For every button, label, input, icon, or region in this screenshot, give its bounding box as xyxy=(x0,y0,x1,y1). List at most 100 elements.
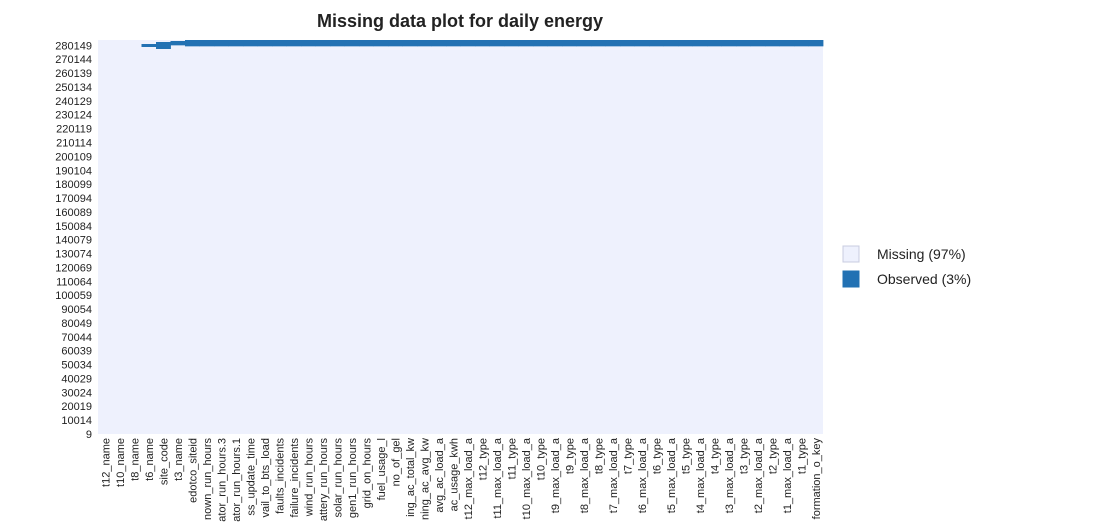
x-tick-label: t6_max_load_a xyxy=(637,437,649,513)
x-tick-label: vail_to_bts_load xyxy=(260,438,272,518)
x-tick-label: t1_type xyxy=(796,438,808,474)
x-tick-label: t11_type xyxy=(506,438,518,479)
x-tick-label: ator_run_hours.1 xyxy=(231,438,243,522)
y-tick-label: 40029 xyxy=(61,374,92,386)
observed-cell-fuel_usage_l xyxy=(373,40,389,47)
observed-cell-t5_max_load_a xyxy=(663,40,679,47)
observed-cell-solar_run_hours xyxy=(330,40,345,47)
observed-cell-t3_type xyxy=(736,40,751,47)
observed-cell-t10_type xyxy=(533,40,548,47)
observed-cell-t5_type xyxy=(678,40,693,47)
y-tick-label: 180099 xyxy=(55,179,92,191)
x-tick-label: avg_ac_load_a xyxy=(434,437,446,513)
x-tick-label: t10_name xyxy=(115,438,127,487)
x-tick-label: t1_max_load_a xyxy=(782,437,794,513)
observed-cell-avg_ac_load_a xyxy=(431,40,447,47)
observed-cell-edotco_siteid xyxy=(185,40,200,47)
observed-cell-wind_run_hours xyxy=(301,40,316,47)
observed-cell-t10_max_load_a xyxy=(518,40,534,47)
x-tick-label: t8_name xyxy=(129,438,141,481)
x-tick-label: t2_max_load_a xyxy=(753,437,765,513)
observed-cell-t12_type xyxy=(475,40,490,47)
x-tick-label: t2_type xyxy=(767,438,779,474)
observed-cell-t3_max_load_a xyxy=(721,40,737,47)
y-tick-label: 170094 xyxy=(55,193,92,205)
x-tick-label: site_code xyxy=(158,438,170,485)
legend-swatch xyxy=(842,270,860,288)
x-tick-label: attery_run_hours xyxy=(318,438,330,522)
observed-cell-t6_name xyxy=(141,44,157,47)
observed-cell-ss_update_time xyxy=(243,40,258,47)
observed-cell-formation_o_key xyxy=(808,40,824,47)
x-tick-label: fuel_usage_l xyxy=(376,438,388,500)
observed-cell-attery_run_hours xyxy=(315,40,331,47)
observed-cell-t4_type xyxy=(707,40,722,47)
observed-cell-nown_run_hours xyxy=(199,40,215,47)
observed-cell-grid_on_hours xyxy=(359,40,374,47)
y-tick-label: 140079 xyxy=(55,235,92,247)
observed-layer xyxy=(141,40,824,49)
observed-cell-t8_type xyxy=(591,40,606,47)
x-tick-label: solar_run_hours xyxy=(332,438,344,518)
x-tick-label: ing_ac_total_kw xyxy=(405,438,417,517)
observed-cell-site_code xyxy=(156,42,171,49)
observed-cell-t7_max_load_a xyxy=(605,40,621,47)
y-tick-label: 80049 xyxy=(61,318,92,330)
observed-cell-ac_usage_kwh xyxy=(446,40,461,47)
observed-cell-t9_type xyxy=(562,40,577,47)
y-tick-label: 20019 xyxy=(61,401,92,413)
x-tick-label: t3_type xyxy=(738,438,750,474)
observed-cell-t11_max_load_a xyxy=(489,40,505,47)
x-tick-label: ss_update_time xyxy=(245,438,257,516)
y-tick-label: 120069 xyxy=(55,262,92,274)
y-tick-label: 220119 xyxy=(56,124,92,136)
y-tick-label: 260139 xyxy=(55,68,92,80)
y-tick-label: 110064 xyxy=(56,276,92,288)
x-tick-label: failure_incidents xyxy=(289,438,301,518)
legend-label: Missing (97%) xyxy=(877,246,966,262)
observed-cell-t3_name xyxy=(170,41,186,46)
observed-cell-faults_incidents xyxy=(272,40,287,47)
x-tick-label: grid_on_hours xyxy=(361,438,373,509)
x-tick-label: t7_type xyxy=(622,438,634,474)
y-tick-label: 280149 xyxy=(55,40,92,52)
observed-cell-t2_type xyxy=(765,40,780,47)
y-tick-label: 90054 xyxy=(61,304,92,316)
x-tick-label: ning_ac_avg_kw xyxy=(419,438,431,520)
y-tick-label: 50034 xyxy=(61,360,92,372)
observed-cell-vail_to_bts_load xyxy=(257,40,273,47)
x-tick-label: t9_max_load_a xyxy=(550,437,562,513)
x-tick-label: t12_max_load_a xyxy=(463,437,475,519)
chart-title: Missing data plot for daily energy xyxy=(317,11,603,31)
x-tick-label: ator_run_hours.3 xyxy=(216,438,228,522)
observed-cell-ning_ac_avg_kw xyxy=(417,40,432,47)
x-tick-label: t12_name xyxy=(100,438,112,487)
legend-label: Observed (3%) xyxy=(877,271,971,287)
x-tick-label: t5_type xyxy=(680,438,692,474)
x-tick-label: no_of_gel xyxy=(390,438,402,486)
y-tick-label: 240129 xyxy=(55,96,92,108)
missing-notch xyxy=(187,47,193,49)
observed-cell-ing_ac_total_kw xyxy=(402,40,418,47)
observed-cell-failure_incidents xyxy=(286,40,302,47)
observed-cell-t6_type xyxy=(649,40,664,47)
x-tick-label: t4_type xyxy=(709,438,721,474)
observed-cell-gen1_run_hours xyxy=(344,40,360,47)
observed-cell-t6_max_load_a xyxy=(634,40,650,47)
x-tick-label: t6_type xyxy=(651,438,663,474)
x-tick-label: t6_name xyxy=(144,438,156,481)
legend-swatch xyxy=(842,245,860,263)
x-tick-label: t10_type xyxy=(535,438,547,480)
x-tick-labels: t12_name t10_name t8_name t6_name site_code t… xyxy=(100,437,823,522)
y-tick-label: 70044 xyxy=(61,332,92,344)
x-tick-label: edotco_siteid xyxy=(187,438,199,503)
x-tick-label: faults_incidents xyxy=(274,438,286,514)
x-tick-label: t3_max_load_a xyxy=(724,437,736,513)
y-tick-label: 100059 xyxy=(55,290,92,302)
y-tick-labels: 280149 270144 260139 250134 240129 230124 2201… xyxy=(55,40,92,441)
plot-area-missing xyxy=(98,40,823,434)
y-tick-label: 130074 xyxy=(55,249,92,261)
x-tick-label: t8_max_load_a xyxy=(579,437,591,513)
x-tick-label: t8_type xyxy=(593,438,605,474)
